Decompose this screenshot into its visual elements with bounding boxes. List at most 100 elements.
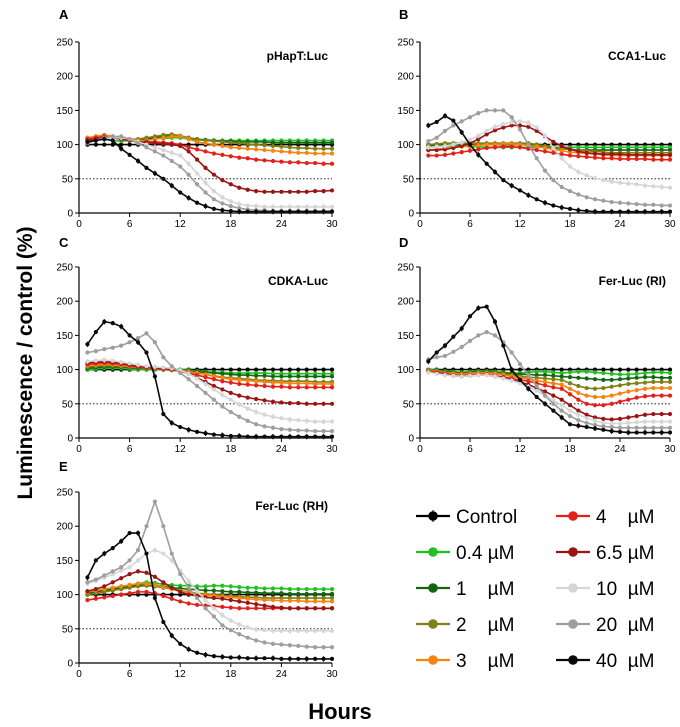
data-point: [426, 370, 431, 375]
data-point: [434, 144, 439, 149]
data-point: [186, 578, 191, 584]
data-point: [313, 419, 318, 424]
data-point: [313, 204, 318, 209]
data-point: [110, 142, 115, 147]
data-point: [329, 381, 335, 387]
data-point: [642, 425, 648, 430]
data-point: [169, 558, 174, 563]
y-tick-label: 0: [67, 434, 73, 445]
series-4-m: [85, 589, 335, 611]
data-point: [642, 394, 648, 399]
data-point: [245, 367, 250, 372]
data-point: [534, 383, 539, 389]
data-point: [169, 150, 174, 155]
data-point: [551, 385, 556, 390]
legend-label: 40 µM: [596, 651, 654, 672]
data-point: [254, 602, 259, 607]
data-point: [667, 411, 673, 417]
data-point: [542, 149, 548, 154]
data-point: [659, 375, 664, 380]
x-tick-label: 0: [76, 444, 82, 455]
data-point: [576, 423, 581, 428]
data-point: [567, 164, 573, 169]
x-tick-label: 0: [417, 444, 423, 455]
data-point: [220, 371, 225, 376]
data-point: [279, 144, 284, 149]
x-tick-label: 24: [614, 219, 626, 230]
data-point: [211, 397, 217, 402]
data-point: [152, 149, 157, 154]
y-tick-label: 150: [397, 106, 414, 117]
data-point: [161, 141, 166, 147]
data-point: [313, 587, 318, 592]
data-point: [161, 593, 166, 599]
x-tick-label: 18: [225, 444, 237, 455]
data-point: [254, 189, 259, 194]
data-point: [287, 401, 292, 406]
data-point: [642, 375, 648, 380]
data-point: [659, 370, 664, 375]
data-point: [245, 590, 250, 595]
data-point: [119, 539, 124, 544]
data-point: [270, 434, 276, 439]
data-point: [659, 209, 664, 214]
data-point: [509, 350, 514, 355]
data-point: [135, 362, 141, 367]
data-point: [279, 400, 284, 405]
y-tick-label: 100: [397, 365, 414, 376]
data-point: [442, 343, 448, 348]
data-point: [228, 140, 233, 145]
data-point: [542, 168, 548, 173]
data-point: [542, 401, 548, 406]
data-point: [203, 652, 208, 657]
data-point: [467, 137, 473, 142]
data-point: [542, 393, 548, 398]
data-point: [304, 644, 309, 649]
data-point: [254, 147, 259, 152]
data-point: [467, 142, 473, 147]
data-point: [287, 591, 292, 597]
data-point: [194, 602, 200, 607]
data-point: [270, 189, 276, 194]
data-point: [237, 584, 242, 590]
series-line: [87, 136, 333, 193]
data-point: [651, 209, 656, 214]
data-point: [313, 599, 318, 604]
data-point: [135, 141, 141, 146]
data-point: [169, 596, 174, 601]
data-point: [304, 209, 309, 214]
data-point: [279, 204, 284, 209]
data-point: [270, 425, 276, 430]
data-point: [626, 389, 631, 394]
data-point: [237, 433, 242, 439]
data-point: [270, 656, 276, 661]
series-40-m: [426, 304, 673, 436]
data-point: [237, 141, 242, 146]
legend-swatch-marker: [428, 655, 438, 665]
data-point: [484, 142, 489, 147]
legend-label: 2 µM: [456, 615, 514, 636]
x-tick-label: 30: [326, 444, 338, 455]
data-point: [313, 160, 318, 166]
data-point: [567, 189, 573, 194]
data-point: [434, 350, 439, 355]
data-point: [501, 108, 506, 113]
data-point: [321, 367, 326, 372]
data-point: [534, 197, 539, 202]
data-point: [584, 150, 589, 155]
data-point: [237, 202, 242, 207]
data-point: [304, 204, 309, 209]
data-point: [442, 143, 448, 149]
data-point: [237, 393, 242, 398]
data-point: [110, 320, 115, 326]
data-point: [451, 334, 456, 339]
panel-c: C 0 50 100 150 200 250 0 6 12 18 24 30 CDKA-Luc: [56, 235, 338, 455]
data-point: [169, 420, 174, 426]
data-point: [484, 108, 489, 113]
data-point: [245, 141, 250, 147]
data-point: [321, 381, 326, 387]
data-point: [609, 429, 614, 434]
data-point: [237, 377, 242, 382]
data-point: [110, 134, 115, 139]
